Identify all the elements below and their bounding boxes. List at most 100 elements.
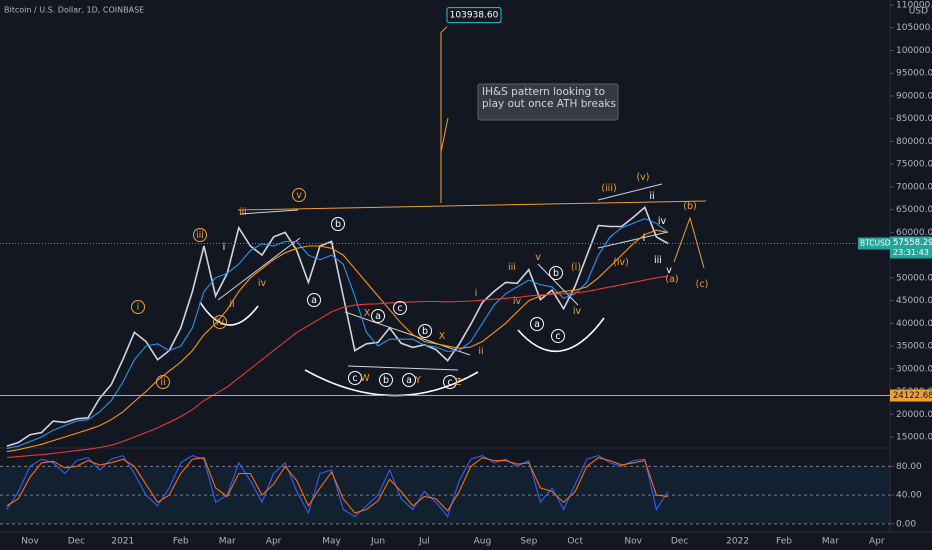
wave-label: iv <box>258 278 267 289</box>
trendline <box>217 237 301 301</box>
wave-label: i <box>137 302 140 313</box>
wave-label: i <box>643 233 646 244</box>
wave-label: (iii) <box>601 183 616 194</box>
x-tick-label: Mar <box>219 537 236 547</box>
x-tick-label: Dec <box>68 537 85 547</box>
x-tick-label: Feb <box>173 537 189 547</box>
target-box <box>446 7 502 24</box>
wave-label: iii <box>654 255 662 266</box>
target-label: 103938.60 <box>450 11 499 21</box>
wave-label: i <box>475 288 478 299</box>
wave-circle <box>331 217 345 231</box>
x-tick-label: Jul <box>418 537 430 547</box>
wave-circle <box>530 317 544 331</box>
wave-label: a <box>311 295 317 306</box>
wave-label: Z <box>455 377 462 388</box>
y-tick-label: 105000.00 <box>896 23 932 33</box>
x-tick-label: May <box>322 537 341 547</box>
y-tick-label: 0.00 <box>896 519 916 529</box>
x-tick-label: 2022 <box>726 537 749 547</box>
x-tick-label: Apr <box>266 537 282 547</box>
x-tick-label: Dec <box>671 537 688 547</box>
wave-label: (iv) <box>613 257 629 268</box>
wave-label: b <box>383 375 389 386</box>
x-tick-label: Sep <box>520 537 537 547</box>
x-tick-label: 2021 <box>111 537 134 547</box>
level-tag <box>890 389 932 402</box>
wave-circle <box>549 266 563 280</box>
wave-circle <box>418 324 432 338</box>
wave-label: (a) <box>665 274 678 285</box>
series-name: BTCUSD <box>860 238 891 247</box>
target-line <box>440 26 448 203</box>
y-tick-label: 90000.00 <box>896 91 932 101</box>
wave-label: W <box>360 373 370 384</box>
level-label: 24122.68 <box>893 391 932 401</box>
y-tick-label: 100000.00 <box>896 46 932 56</box>
wave-label: v <box>666 265 672 276</box>
series-line <box>6 457 669 514</box>
wave-circle <box>371 309 385 323</box>
series-line <box>6 454 669 518</box>
y-tick-label: 30000.00 <box>896 364 932 374</box>
countdown: 23:31:43 <box>893 248 929 257</box>
y-tick-label: 75000.00 <box>896 160 932 170</box>
wave-label: ii <box>229 299 234 310</box>
wave-label: X <box>439 331 446 342</box>
wave-circle <box>156 375 170 389</box>
wave-label: v <box>535 252 541 263</box>
wave-label: a <box>375 311 381 322</box>
y-tick-label: 40.00 <box>896 491 922 501</box>
x-tick-label: Oct <box>567 537 583 547</box>
x-tick-label: Mar <box>822 537 839 547</box>
y-tick-label: 65000.00 <box>896 205 932 215</box>
wave-label: (c) <box>696 279 709 290</box>
wave-label: c <box>555 331 560 342</box>
series-line <box>6 206 669 447</box>
y-tick-label: 20000.00 <box>896 410 932 420</box>
wave-circle <box>393 301 407 315</box>
wave-label: (i) <box>571 262 581 273</box>
wave-label: a <box>534 319 540 330</box>
projection <box>673 216 705 269</box>
wave-label: i <box>223 242 226 253</box>
y-tick-label: 70000.00 <box>896 182 932 192</box>
x-tick-label: Apr <box>869 537 885 547</box>
wave-label: b <box>335 219 341 230</box>
trendline <box>239 209 299 215</box>
wave-circle <box>193 228 207 242</box>
y-tick-label: 60000.00 <box>896 228 932 238</box>
wave-label: (b) <box>683 201 696 212</box>
wave-circle <box>131 300 145 314</box>
wave-label: c <box>397 303 402 314</box>
x-tick-label: Aug <box>474 537 492 547</box>
wave-circle <box>551 329 565 343</box>
wave-circle <box>402 373 416 387</box>
y-tick-label: 80000.00 <box>896 137 932 147</box>
x-tick-label: Nov <box>624 537 642 547</box>
wave-label: v <box>296 190 302 201</box>
callout-pointer <box>440 117 449 153</box>
wave-label: iv <box>513 296 522 307</box>
price-tag <box>890 236 932 259</box>
wave-label: ii <box>160 377 165 388</box>
wave-label: Y <box>414 375 421 386</box>
series-line <box>6 275 669 459</box>
wave-circle <box>292 188 306 202</box>
shoulder-curve <box>517 317 605 353</box>
wave-label: X <box>364 308 371 319</box>
y-tick-label: 15000.00 <box>896 433 932 443</box>
wave-label: (v) <box>636 172 649 183</box>
wave-circle <box>307 293 321 307</box>
wave-label: a <box>406 375 412 386</box>
trendline <box>347 365 459 371</box>
wave-label: b <box>422 326 428 337</box>
wave-circle <box>443 375 457 389</box>
wave-label: iv <box>658 216 667 227</box>
series-line <box>6 229 669 453</box>
x-tick-label: Nov <box>21 537 39 547</box>
y-tick-label: 80.00 <box>896 462 922 472</box>
wave-circle <box>348 371 362 385</box>
y-unit: USD <box>909 7 928 17</box>
